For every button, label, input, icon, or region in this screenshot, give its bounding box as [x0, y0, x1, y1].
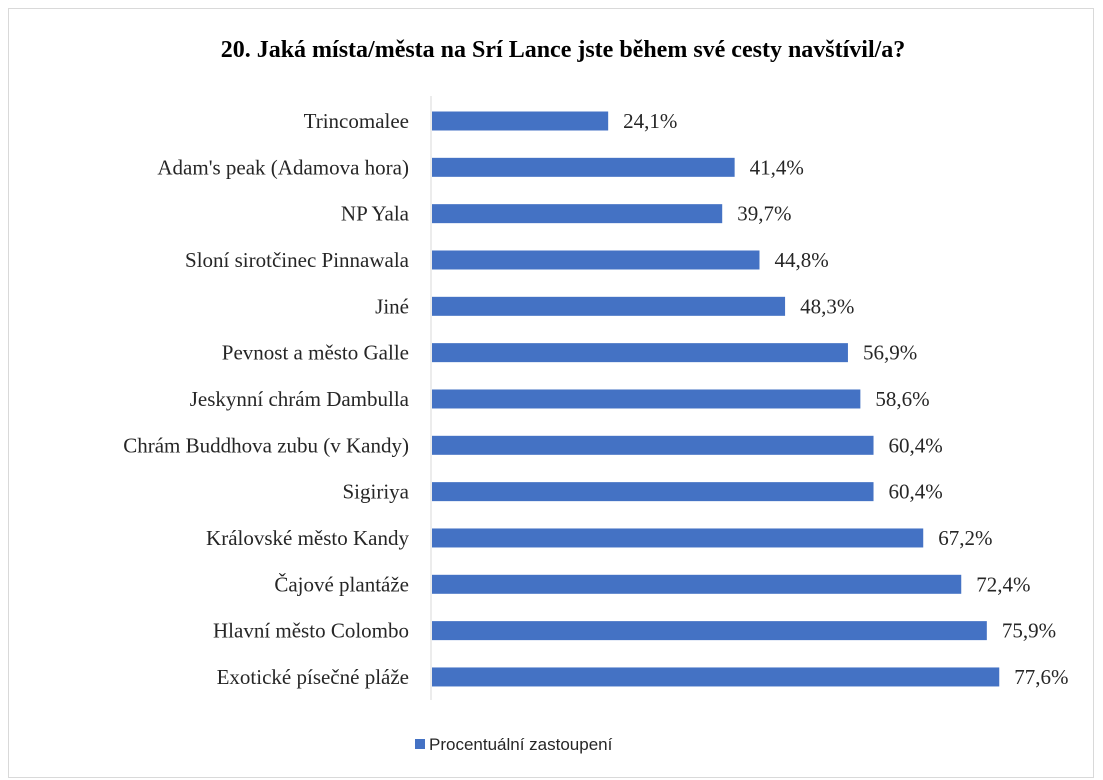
chart-title: 20. Jaká místa/města na Srí Lance jste b…: [221, 37, 906, 63]
chart-frame: [8, 8, 1094, 778]
bar: [432, 204, 723, 224]
category-label: Adam's peak (Adamova hora): [157, 155, 409, 179]
data-label: 67,2%: [938, 526, 992, 550]
category-label: Sloní sirotčinec Pinnawala: [185, 248, 410, 272]
bar: [432, 435, 874, 455]
plot-area: Trincomalee 24,1% Adam's peak (Adamova hor…: [123, 96, 1069, 700]
bar: [432, 296, 786, 316]
bar: [432, 482, 874, 502]
category-label: Jeskynní chrám Dambulla: [190, 387, 410, 411]
data-label: 60,4%: [889, 480, 943, 504]
bar: [432, 574, 962, 594]
bar: [432, 621, 987, 641]
bar: [432, 157, 735, 177]
bar: [432, 343, 848, 363]
data-label: 56,9%: [863, 341, 917, 365]
category-label: Chrám Buddhova zubu (v Kandy): [123, 433, 409, 457]
legend: Procentuální zastoupení: [415, 735, 613, 754]
data-label: 48,3%: [800, 294, 854, 318]
category-label: Exotické písečné pláže: [217, 665, 409, 689]
bar: [432, 389, 861, 409]
category-label: Jiné: [375, 294, 409, 318]
data-label: 58,6%: [875, 387, 929, 411]
category-label: Pevnost a město Galle: [222, 341, 409, 365]
data-label: 44,8%: [774, 248, 828, 272]
category-label: Královské město Kandy: [206, 526, 409, 550]
data-label: 77,6%: [1014, 665, 1068, 689]
data-label: 72,4%: [976, 572, 1030, 596]
bar: [432, 528, 924, 548]
legend-swatch: [415, 739, 425, 749]
data-label: 39,7%: [737, 202, 791, 226]
category-label: Sigiriya: [343, 480, 410, 504]
data-label: 75,9%: [1002, 619, 1056, 643]
data-label: 41,4%: [750, 155, 804, 179]
bar: [432, 111, 609, 131]
data-label: 24,1%: [623, 109, 677, 133]
data-label: 60,4%: [889, 433, 943, 457]
category-label: Trincomalee: [304, 109, 409, 133]
category-label: Čajové plantáže: [274, 572, 409, 596]
category-label: NP Yala: [341, 202, 410, 226]
bar: [432, 667, 1000, 687]
category-label: Hlavní město Colombo: [213, 619, 409, 643]
legend-label: Procentuální zastoupení: [429, 735, 613, 754]
bar: [432, 250, 760, 270]
